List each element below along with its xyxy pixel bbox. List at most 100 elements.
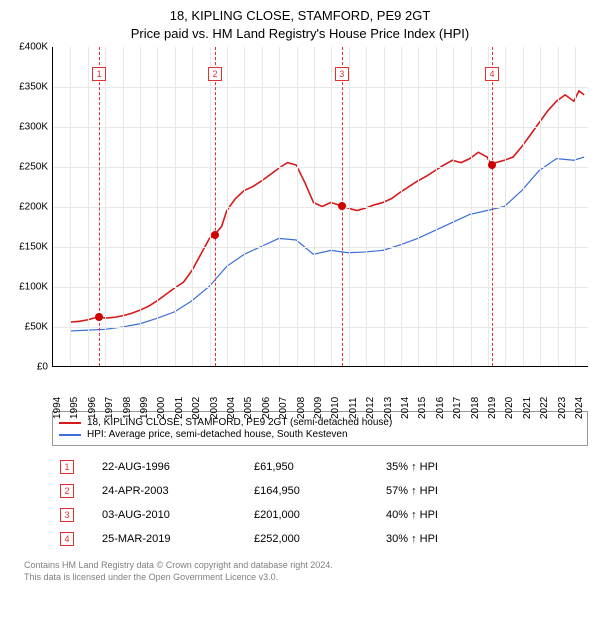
events-table: 1 22-AUG-1996£61,95035% ↑ HPI224-APR-2003… — [52, 454, 588, 552]
x-tick-label: 2019 — [487, 397, 498, 419]
gridline-v — [244, 47, 245, 366]
gridline-v — [418, 47, 419, 366]
event-marker-box: 4 — [485, 67, 499, 81]
event-date: 22-AUG-1996 — [96, 456, 246, 478]
series-hpi — [71, 157, 584, 331]
x-tick-label: 2018 — [470, 397, 481, 419]
legend-swatch — [59, 434, 81, 436]
legend-label: HPI: Average price, semi-detached house,… — [87, 429, 348, 440]
footer: Contains HM Land Registry data © Crown c… — [24, 560, 588, 583]
event-row: 224-APR-2003£164,95057% ↑ HPI — [54, 480, 586, 502]
x-tick-label: 1996 — [87, 397, 98, 419]
gridline-v — [123, 47, 124, 366]
y-tick-label: £350K — [19, 82, 48, 93]
gridline-v — [523, 47, 524, 366]
event-marker-box: 3 — [335, 67, 349, 81]
event-row-box: 4 — [60, 532, 74, 546]
gridline-v — [540, 47, 541, 366]
x-tick-label: 1994 — [52, 397, 63, 419]
x-tick-label: 2006 — [261, 397, 272, 419]
x-tick-label: 2002 — [191, 397, 202, 419]
gridline-v — [70, 47, 71, 366]
gridline-v — [314, 47, 315, 366]
y-tick-label: £50K — [25, 322, 48, 333]
event-line — [492, 47, 493, 366]
gridline-v — [401, 47, 402, 366]
event-pct: 35% ↑ HPI — [380, 456, 586, 478]
x-tick-label: 2024 — [574, 397, 585, 419]
x-tick-label: 2016 — [435, 397, 446, 419]
event-row: 425-MAR-2019£252,00030% ↑ HPI — [54, 528, 586, 550]
gridline-v — [140, 47, 141, 366]
gridline-h — [53, 207, 588, 208]
event-dot — [211, 231, 219, 239]
event-row: 303-AUG-2010£201,00040% ↑ HPI — [54, 504, 586, 526]
event-price: £61,950 — [248, 456, 378, 478]
event-dot — [338, 202, 346, 210]
gridline-v — [262, 47, 263, 366]
gridline-v — [210, 47, 211, 366]
title-main: 18, KIPLING CLOSE, STAMFORD, PE9 2GT — [12, 8, 588, 23]
x-tick-label: 2003 — [209, 397, 220, 419]
event-row-box: 1 — [60, 460, 74, 474]
x-tick-label: 2001 — [174, 397, 185, 419]
x-tick-label: 1998 — [122, 397, 133, 419]
event-pct: 57% ↑ HPI — [380, 480, 586, 502]
y-tick-label: £150K — [19, 242, 48, 253]
gridline-h — [53, 87, 588, 88]
x-tick-label: 2007 — [278, 397, 289, 419]
event-price: £201,000 — [248, 504, 378, 526]
event-row-box: 3 — [60, 508, 74, 522]
footer-line2: This data is licensed under the Open Gov… — [24, 572, 588, 584]
gridline-h — [53, 287, 588, 288]
event-row-box: 2 — [60, 484, 74, 498]
gridline-v — [349, 47, 350, 366]
gridline-v — [453, 47, 454, 366]
x-tick-label: 2008 — [296, 397, 307, 419]
y-tick-label: £300K — [19, 122, 48, 133]
legend-row: HPI: Average price, semi-detached house,… — [59, 429, 581, 440]
gridline-v — [558, 47, 559, 366]
gridline-v — [384, 47, 385, 366]
x-tick-label: 2013 — [383, 397, 394, 419]
legend-swatch — [59, 422, 81, 424]
x-tick-label: 2021 — [522, 397, 533, 419]
gridline-v — [575, 47, 576, 366]
x-tick-label: 2004 — [226, 397, 237, 419]
footer-line1: Contains HM Land Registry data © Crown c… — [24, 560, 588, 572]
y-tick-label: £400K — [19, 42, 48, 53]
y-tick-label: £100K — [19, 282, 48, 293]
title-block: 18, KIPLING CLOSE, STAMFORD, PE9 2GT Pri… — [12, 8, 588, 41]
event-pct: 30% ↑ HPI — [380, 528, 586, 550]
y-tick-label: £200K — [19, 202, 48, 213]
gridline-h — [53, 127, 588, 128]
event-price: £252,000 — [248, 528, 378, 550]
x-tick-label: 2010 — [330, 397, 341, 419]
gridline-h — [53, 247, 588, 248]
event-dot — [488, 161, 496, 169]
gridline-v — [279, 47, 280, 366]
gridline-v — [297, 47, 298, 366]
event-price: £164,950 — [248, 480, 378, 502]
plot-region: 1234 — [52, 47, 588, 367]
gridline-h — [53, 327, 588, 328]
gridline-v — [175, 47, 176, 366]
y-tick-label: £250K — [19, 162, 48, 173]
x-tick-label: 1997 — [104, 397, 115, 419]
title-sub: Price paid vs. HM Land Registry's House … — [12, 26, 588, 41]
event-pct: 40% ↑ HPI — [380, 504, 586, 526]
x-tick-label: 1995 — [69, 397, 80, 419]
x-tick-label: 2020 — [504, 397, 515, 419]
gridline-v — [227, 47, 228, 366]
event-marker-box: 1 — [92, 67, 106, 81]
gridline-v — [505, 47, 506, 366]
gridline-v — [436, 47, 437, 366]
x-tick-label: 2009 — [313, 397, 324, 419]
y-axis: £0£50K£100K£150K£200K£250K£300K£350K£400… — [12, 47, 52, 367]
gridline-v — [105, 47, 106, 366]
x-tick-label: 1999 — [139, 397, 150, 419]
event-row: 1 22-AUG-1996£61,95035% ↑ HPI — [54, 456, 586, 478]
event-dot — [95, 313, 103, 321]
x-tick-label: 2012 — [365, 397, 376, 419]
gridline-v — [192, 47, 193, 366]
